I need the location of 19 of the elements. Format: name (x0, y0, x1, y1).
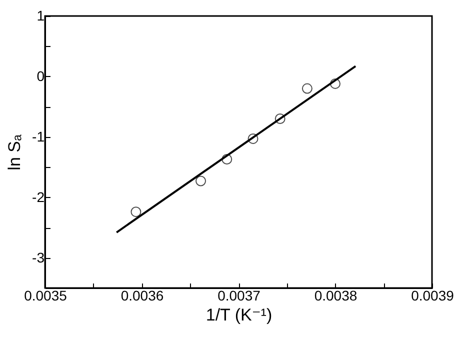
point (302, 83, 312, 94)
point (274, 114, 286, 124)
point (196, 176, 206, 186)
point (130, 206, 142, 218)
y-tick-label: 1 (36, 8, 45, 24)
y-tick-label: -1 (32, 128, 45, 144)
point (222, 154, 232, 164)
point (248, 133, 258, 144)
x-tick-label: 0.0039 (411, 288, 454, 304)
y-tick-label: -3 (32, 249, 45, 266)
y-tick-label: 0 (36, 68, 45, 84)
x-tick-label: 0.0037 (218, 288, 261, 304)
x-tick-label: 0.0035 (24, 288, 68, 304)
x-axis-title: 1/T (K⁻¹) (206, 306, 272, 324)
x-tick-label: 0.0036 (120, 288, 164, 304)
y-tick-label: -2 (32, 188, 45, 205)
point (330, 78, 340, 89)
x-tick-label: 0.0038 (314, 288, 358, 304)
y-axis-title: ln Sₐ (5, 134, 24, 170)
